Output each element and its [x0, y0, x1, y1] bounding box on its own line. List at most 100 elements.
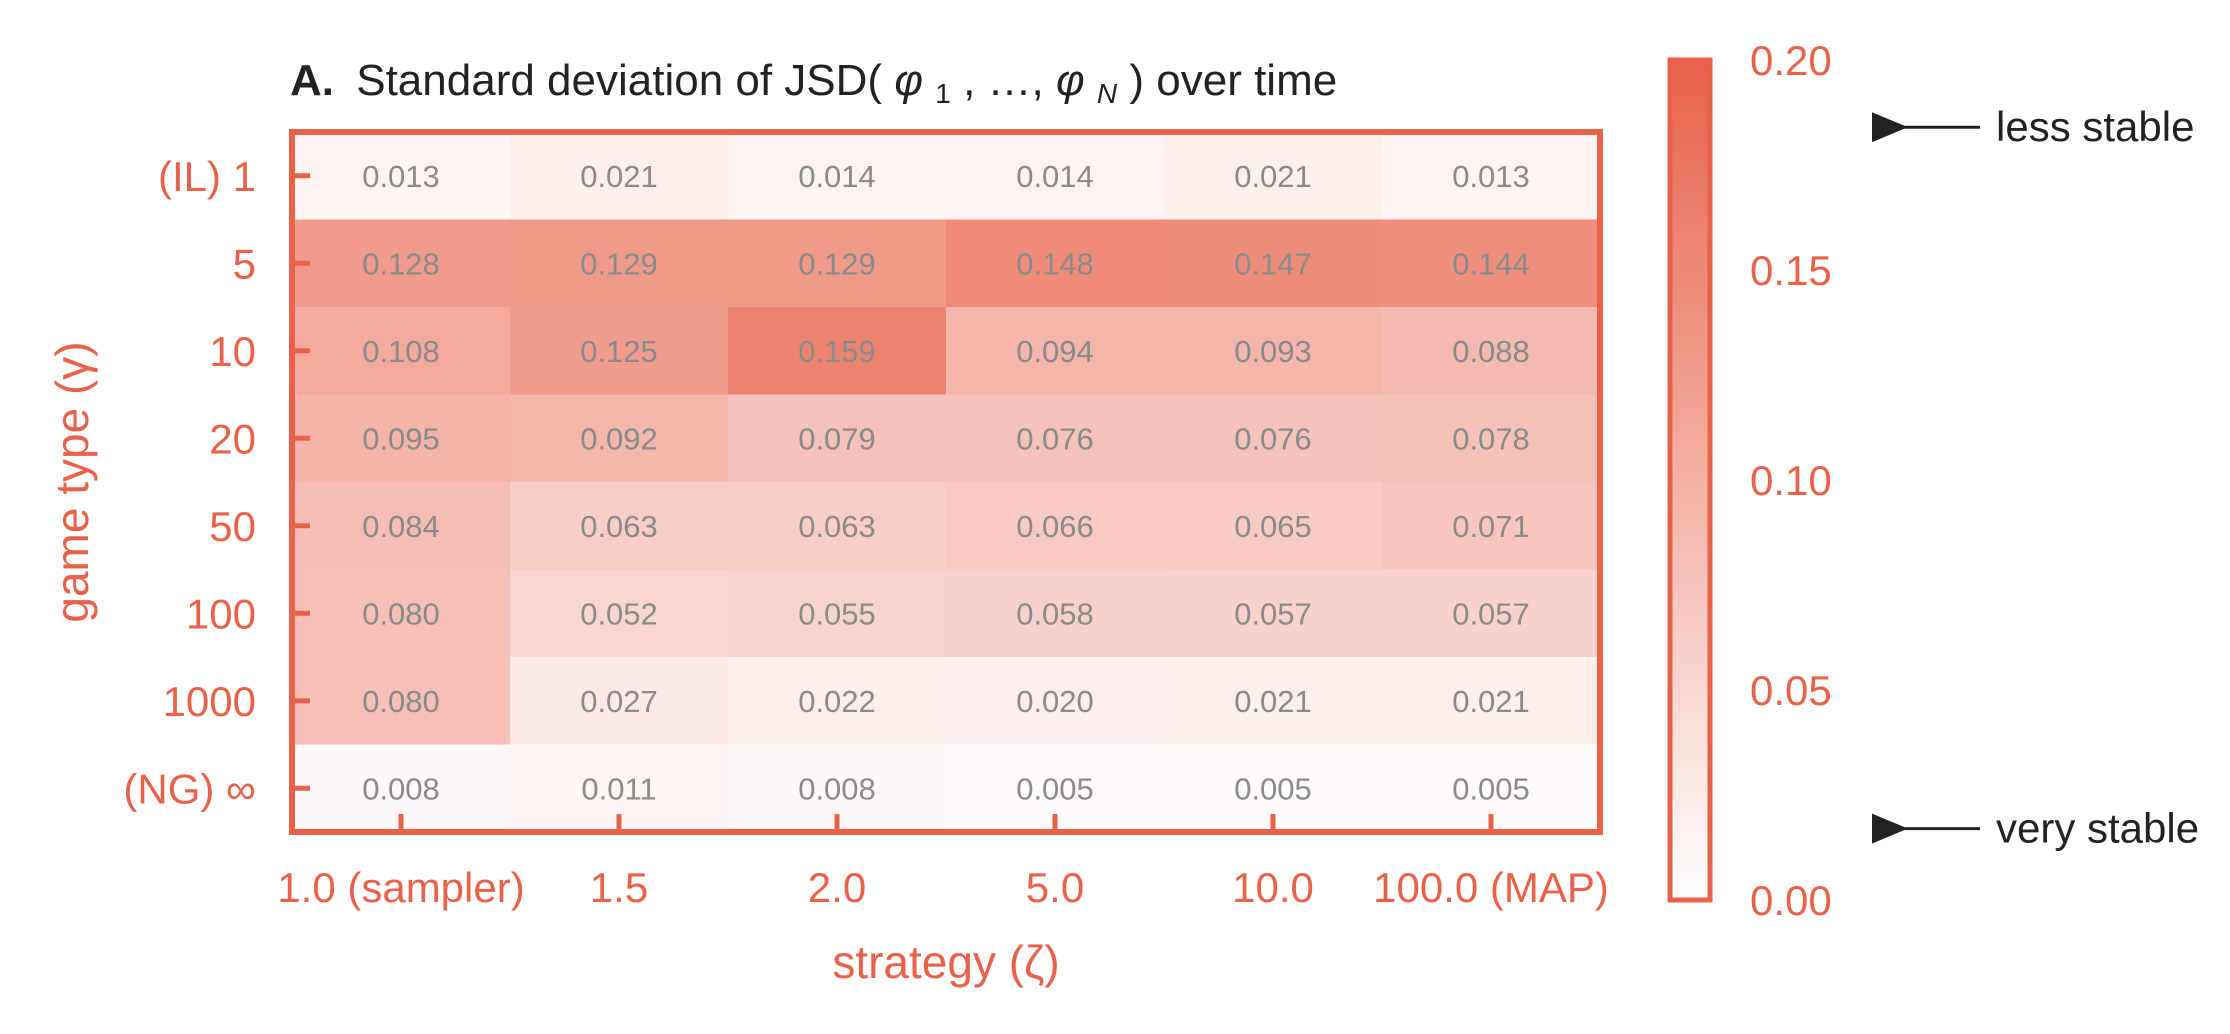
cell-value-label: 0.078 [1452, 421, 1530, 456]
cell-value-label: 0.057 [1234, 596, 1312, 631]
cell-value-label: 0.055 [798, 596, 876, 631]
cell-value-label: 0.076 [1234, 421, 1312, 456]
cell-value-label: 0.011 [581, 771, 656, 806]
y-tick-label: 10 [209, 328, 256, 375]
cell-value-label: 0.013 [362, 159, 440, 194]
cell-value-label: 0.058 [1016, 596, 1094, 631]
colorbar-tick-label: 0.10 [1750, 457, 1832, 504]
cell-value-label: 0.013 [1452, 159, 1530, 194]
y-tick-label: 50 [209, 503, 256, 550]
cell-value-label: 0.159 [798, 334, 876, 369]
heatmap-cell [1164, 394, 1383, 483]
title-sub-1: 1 [935, 78, 951, 109]
x-tick-label: 2.0 [808, 864, 866, 911]
title-prefix: Standard deviation of JSD( [356, 56, 882, 105]
chart-title: A. Standard deviation of JSD( φ 1 , …, φ… [290, 56, 1337, 113]
title-sep: , …, [963, 56, 1056, 105]
colorbar [1667, 57, 1713, 903]
heatmap-cell [1164, 132, 1383, 220]
heatmap-cell [1382, 219, 1601, 308]
cell-value-label: 0.063 [580, 509, 658, 544]
heatmap-cell [510, 569, 729, 658]
heatmap-cell [1164, 569, 1383, 658]
heatmap-cell [946, 307, 1165, 395]
cell-value-label: 0.108 [362, 334, 440, 369]
cell-value-label: 0.008 [362, 771, 440, 806]
heatmap-cell [728, 307, 947, 395]
cell-value-label: 0.052 [580, 596, 658, 631]
x-tick-label: 1.0 (sampler) [277, 864, 524, 911]
heatmap-cell [292, 132, 511, 220]
cell-value-label: 0.129 [798, 246, 876, 281]
cell-value-label: 0.021 [1234, 684, 1312, 719]
cell-value-label: 0.080 [362, 684, 440, 719]
heatmap-cell [728, 482, 947, 570]
heatmap-cell [728, 394, 947, 483]
heatmap-cell [510, 307, 729, 395]
x-tick-label: 10.0 [1232, 864, 1314, 911]
title-sub-n: N [1097, 78, 1118, 109]
heatmap-cell [1382, 569, 1601, 658]
cell-value-label: 0.125 [580, 334, 658, 369]
colorbar-tick-label: 0.20 [1750, 37, 1832, 84]
heatmap-cell [728, 569, 947, 658]
cell-value-label: 0.084 [362, 509, 440, 544]
heatmap-cell [1164, 657, 1383, 745]
heatmap-cell [1382, 307, 1601, 395]
heatmap-cell [1382, 132, 1601, 220]
heatmap-cell [510, 219, 729, 308]
heatmap-cell [1164, 307, 1383, 395]
cell-value-label: 0.066 [1016, 509, 1094, 544]
cell-value-label: 0.008 [798, 771, 876, 806]
heatmap-cell [728, 657, 947, 745]
y-axis-ticks: (IL) 1 5 10 20 50 100 1000 (NG) ∞ [123, 153, 310, 812]
cell-value-label: 0.094 [1016, 334, 1094, 369]
plot-frame [289, 129, 1603, 835]
x-axis-ticks: 1.0 (sampler) 1.5 2.0 5.0 10.0 100.0 (MAP) [277, 814, 1609, 911]
cell-value-label: 0.020 [1016, 684, 1094, 719]
y-axis-title: game type (γ) [46, 341, 98, 622]
cell-value-label: 0.080 [362, 596, 440, 631]
y-tick-label: (IL) 1 [158, 153, 256, 200]
cell-value-label: 0.071 [1452, 509, 1530, 544]
y-tick-label: (NG) ∞ [123, 765, 256, 812]
cell-value-label: 0.129 [580, 246, 658, 281]
cell-value-label: 0.147 [1234, 246, 1312, 281]
heatmap-cell [292, 219, 511, 308]
colorbar-annotations: less stable very stable [1872, 103, 2199, 852]
heatmap-cell [510, 657, 729, 745]
y-tick-label: 1000 [163, 678, 256, 725]
heatmap-cell-labels: 0.013 0.021 0.014 0.014 0.021 0.013 0.128 0.129… [362, 159, 1530, 807]
heatmap-cell [510, 482, 729, 570]
cell-value-label: 0.092 [580, 421, 658, 456]
x-axis-title: strategy (ζ) [832, 936, 1059, 988]
x-tick-label: 100.0 (MAP) [1373, 864, 1609, 911]
cell-value-label: 0.005 [1234, 771, 1312, 806]
heatmap-cell [510, 132, 729, 220]
heatmap-cell [292, 482, 511, 570]
cell-value-label: 0.021 [1452, 684, 1530, 719]
colorbar-tick-label: 0.15 [1750, 247, 1832, 294]
title-phi-n: φ [1056, 56, 1085, 105]
cell-value-label: 0.144 [1452, 246, 1530, 281]
x-tick-label: 5.0 [1026, 864, 1084, 911]
y-tick-label: 20 [209, 415, 256, 462]
cell-value-label: 0.088 [1452, 334, 1530, 369]
cell-value-label: 0.076 [1016, 421, 1094, 456]
cell-value-label: 0.093 [1234, 334, 1312, 369]
heatmap-cell [292, 657, 511, 745]
cell-value-label: 0.057 [1452, 596, 1530, 631]
cell-value-label: 0.027 [580, 684, 658, 719]
cell-value-label: 0.079 [798, 421, 876, 456]
cell-value-label: 0.014 [1016, 159, 1094, 194]
title-phi-1: φ [894, 56, 923, 105]
heatmap-cell [1382, 482, 1601, 570]
y-tick-label: 5 [233, 240, 256, 287]
heatmap-cells [292, 132, 1601, 833]
y-tick-label: 100 [186, 590, 256, 637]
colorbar-tick-label: 0.00 [1750, 877, 1832, 924]
heatmap-cell [1164, 482, 1383, 570]
panel-letter: A. [290, 56, 334, 105]
cell-value-label: 0.005 [1016, 771, 1094, 806]
